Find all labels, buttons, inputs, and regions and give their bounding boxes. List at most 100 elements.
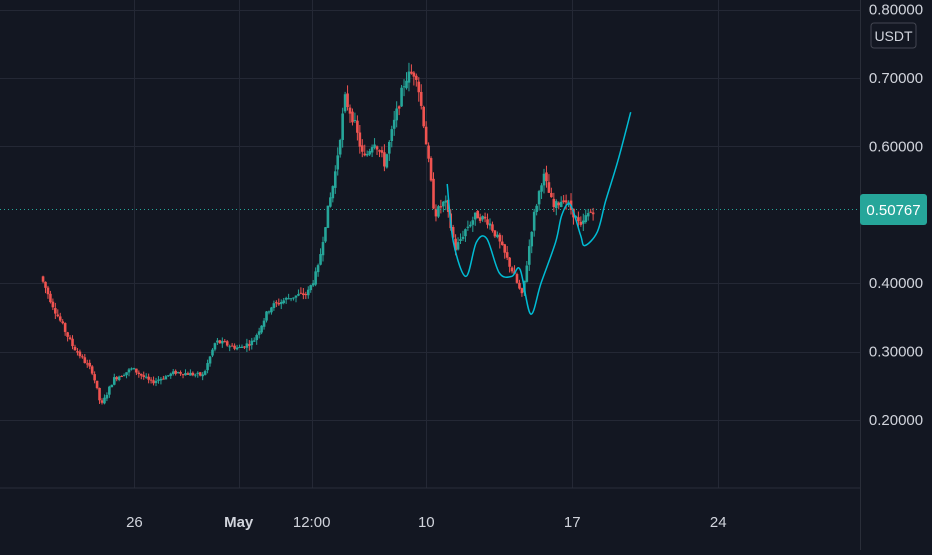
candle-body [112,377,116,385]
candle-body [41,276,45,282]
candle-body [564,200,568,203]
candle-body [358,132,362,147]
candle-body [537,191,541,205]
time-tick-label: 24 [710,514,727,531]
candle-body [230,345,234,347]
candle-body [559,201,563,208]
candle-body [272,303,276,308]
candle-body [105,394,109,399]
candle-body [395,108,398,121]
candle-body [85,363,89,365]
candle-body [299,292,303,294]
candle-body [191,372,195,376]
candle-body [137,372,141,374]
candle-body [365,153,369,156]
candle-body [282,300,286,304]
price-tick-label: 0.60000 [869,138,923,155]
pattern-curve[interactable] [446,112,632,315]
candle-body [110,384,114,388]
candle-body [545,172,548,182]
price-tick-label: 0.40000 [869,275,923,292]
candle-body [498,234,502,242]
candle-body [235,347,239,350]
candle-body [351,111,354,123]
time-axis[interactable]: 26 May 12:00 10 17 24 [126,514,726,531]
candle-body [108,386,111,395]
candle-body [135,368,138,373]
candle-body [122,375,126,377]
time-tick-label: 12:00 [293,514,331,531]
candle-body [49,293,52,303]
last-price-label: 0.50767 [866,202,920,219]
candle-body [216,340,219,343]
candle-body [51,301,55,308]
candle-body [149,379,153,381]
candle-body [380,150,384,153]
candle-body [171,371,175,374]
candle-body [454,238,457,251]
candle-body [88,362,92,367]
currency-badge[interactable]: USDT [870,22,917,49]
candle-body [63,323,67,332]
candle-body [415,75,418,80]
candle-body [103,397,106,404]
candle-body [496,234,499,238]
candle-body [81,356,84,358]
candle-body [422,106,425,127]
candle-body [439,206,443,208]
candle-body [586,213,590,217]
candle-body [368,151,371,155]
candle-body [483,216,487,219]
candle-body [100,400,104,403]
candle-body [304,294,308,296]
candle-body [456,242,460,250]
candle-body [319,254,322,265]
candles [41,62,595,405]
candle-body [535,205,538,212]
candle-body [419,91,423,106]
candle-body [451,227,455,238]
candle-body [201,374,204,377]
candle-body [383,152,386,167]
candle-body [505,252,509,258]
candle-body [432,178,435,209]
candle-body [500,241,504,245]
candle-body [466,226,470,228]
candle-body [130,368,133,370]
candle-body [437,206,440,217]
candle-body [429,158,433,181]
candle-body [46,287,50,295]
price-tick-label: 0.80000 [869,2,923,19]
candle-body [562,200,565,203]
candle-body [54,308,57,314]
candle-body [469,224,472,227]
candle-body [221,341,224,344]
time-tick-label: 17 [564,514,581,531]
candle-body [265,311,268,321]
candle-body [44,281,47,288]
candle-body [589,211,592,213]
time-tick-label: May [224,514,254,531]
candle-body [297,293,300,296]
candle-body [385,154,389,168]
last-price-badge: 0.50767 [860,194,927,226]
candle-body [527,246,531,265]
last-price-badge-bg [860,194,927,226]
candle-body [417,81,421,93]
candle-body [157,379,160,381]
price-axis[interactable]: 0.80000 0.70000 0.60000 0.40000 0.30000 0.200… [869,2,923,429]
candle-body [567,202,570,204]
candle-body [518,282,521,289]
pattern-drawing[interactable] [446,112,632,315]
candle-body [373,144,376,148]
candle-body [311,283,315,286]
candle-body [410,71,413,74]
candle-body [117,376,121,381]
candle-body [289,298,293,300]
candle-body [557,202,561,206]
candle-body [427,145,430,159]
candle-body [324,227,327,242]
candle-body [287,298,290,300]
